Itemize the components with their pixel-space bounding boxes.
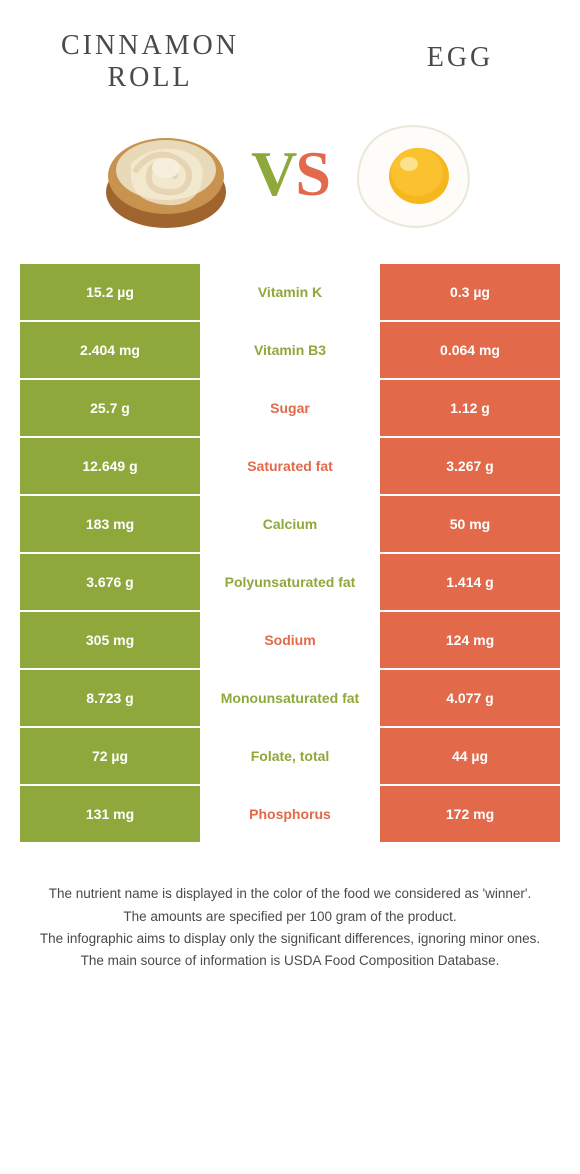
right-value: 3.267 g bbox=[380, 438, 560, 496]
table-row: 2.404 mgVitamin B30.064 mg bbox=[20, 322, 560, 380]
right-value: 0.064 mg bbox=[380, 322, 560, 380]
right-value: 124 mg bbox=[380, 612, 560, 670]
right-value: 0.3 µg bbox=[380, 264, 560, 322]
left-value: 131 mg bbox=[20, 786, 200, 844]
left-value: 15.2 µg bbox=[20, 264, 200, 322]
right-value: 1.414 g bbox=[380, 554, 560, 612]
table-row: 72 µgFolate, total44 µg bbox=[20, 728, 560, 786]
fried-egg-icon bbox=[339, 114, 489, 234]
nutrient-name: Saturated fat bbox=[200, 438, 380, 496]
nutrient-name: Calcium bbox=[200, 496, 380, 554]
nutrient-name: Phosphorus bbox=[200, 786, 380, 844]
table-row: 3.676 gPolyunsaturated fat1.414 g bbox=[20, 554, 560, 612]
footer-line: The amounts are specified per 100 gram o… bbox=[20, 907, 560, 927]
nutrient-name: Monounsaturated fat bbox=[200, 670, 380, 728]
right-food-title: EGG bbox=[400, 30, 520, 74]
right-value: 172 mg bbox=[380, 786, 560, 844]
header: CINNAMON ROLL EGG bbox=[0, 0, 580, 94]
right-value: 50 mg bbox=[380, 496, 560, 554]
nutrient-name: Sugar bbox=[200, 380, 380, 438]
table-row: 12.649 gSaturated fat3.267 g bbox=[20, 438, 560, 496]
table-row: 183 mgCalcium50 mg bbox=[20, 496, 560, 554]
footer-line: The nutrient name is displayed in the co… bbox=[20, 884, 560, 904]
nutrient-name: Vitamin B3 bbox=[200, 322, 380, 380]
nutrient-name: Folate, total bbox=[200, 728, 380, 786]
left-value: 183 mg bbox=[20, 496, 200, 554]
images-row: VS bbox=[0, 94, 580, 264]
vs-letter-s: S bbox=[295, 138, 329, 209]
nutrient-name: Sodium bbox=[200, 612, 380, 670]
nutrient-name: Vitamin K bbox=[200, 264, 380, 322]
left-value: 25.7 g bbox=[20, 380, 200, 438]
left-value: 12.649 g bbox=[20, 438, 200, 496]
left-value: 305 mg bbox=[20, 612, 200, 670]
cinnamon-roll-icon bbox=[91, 114, 241, 234]
right-value: 44 µg bbox=[380, 728, 560, 786]
left-food-title: CINNAMON ROLL bbox=[60, 30, 240, 94]
nutrient-name: Polyunsaturated fat bbox=[200, 554, 380, 612]
table-row: 305 mgSodium124 mg bbox=[20, 612, 560, 670]
table-row: 25.7 gSugar1.12 g bbox=[20, 380, 560, 438]
left-value: 2.404 mg bbox=[20, 322, 200, 380]
table-row: 15.2 µgVitamin K0.3 µg bbox=[20, 264, 560, 322]
table-row: 8.723 gMonounsaturated fat4.077 g bbox=[20, 670, 560, 728]
left-value: 8.723 g bbox=[20, 670, 200, 728]
nutrient-table: 15.2 µgVitamin K0.3 µg2.404 mgVitamin B3… bbox=[20, 264, 560, 844]
left-value: 72 µg bbox=[20, 728, 200, 786]
footer-line: The infographic aims to display only the… bbox=[20, 929, 560, 949]
vs-letter-v: V bbox=[251, 138, 295, 209]
left-value: 3.676 g bbox=[20, 554, 200, 612]
right-value: 1.12 g bbox=[380, 380, 560, 438]
right-value: 4.077 g bbox=[380, 670, 560, 728]
vs-label: VS bbox=[251, 137, 329, 211]
table-row: 131 mgPhosphorus172 mg bbox=[20, 786, 560, 844]
footer-notes: The nutrient name is displayed in the co… bbox=[0, 844, 580, 971]
footer-line: The main source of information is USDA F… bbox=[20, 951, 560, 971]
